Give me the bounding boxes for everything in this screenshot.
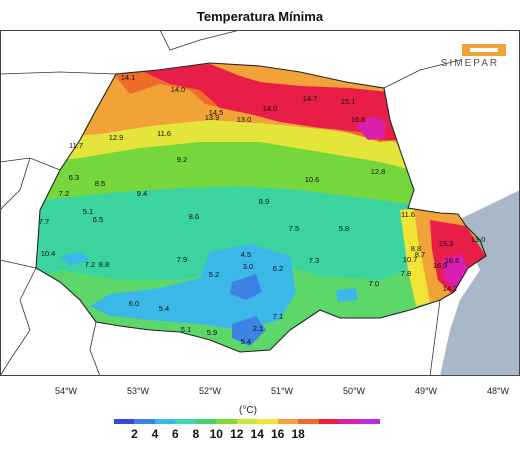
station-value: 7.8: [401, 269, 411, 278]
station-value: 16.6: [445, 256, 460, 265]
station-value: 13.0: [471, 235, 486, 244]
logo-text: SIMEPAR: [441, 58, 499, 69]
station-value: 7.0: [369, 279, 379, 288]
station-value: 14.2: [443, 284, 458, 293]
station-value: 6.3: [69, 173, 79, 182]
colorbar-segment: [134, 419, 155, 424]
colorbar-segment: [359, 419, 381, 424]
state-outline: [35, 62, 487, 353]
colorbar-tick: 14: [250, 427, 264, 441]
station-value: 13.9: [205, 113, 220, 122]
station-value: 8.6: [189, 212, 199, 221]
colorbar-segment: [318, 419, 340, 424]
station-value: 11.7: [69, 141, 83, 150]
station-value: 14.0: [263, 104, 278, 113]
station-value: 3.0: [243, 262, 253, 271]
station-value: 10.6: [305, 175, 320, 184]
longitude-label: 53°W: [126, 386, 150, 396]
colorbar-tick: 4: [151, 427, 159, 441]
station-value: 4.5: [241, 250, 251, 259]
colorbar-segment: [154, 419, 176, 424]
station-value: 7.9: [177, 255, 187, 264]
colorbar-segment: [298, 419, 319, 424]
colorbar-segment: [277, 419, 299, 424]
station-value: 8.8: [99, 260, 109, 269]
station-value: 7.5: [289, 224, 299, 233]
station-value: 5.1: [181, 325, 191, 334]
station-value: 5.2: [209, 270, 219, 279]
colorbar-segment: [175, 419, 196, 424]
station-value: 12.9: [109, 133, 124, 142]
station-value: 14.1: [121, 73, 136, 82]
map-title: Temperatura Mínima: [196, 9, 324, 24]
station-value: 16.9: [433, 261, 448, 270]
colorbar: [114, 419, 381, 424]
longitude-label: 52°W: [198, 386, 222, 396]
station-value: 8.9: [259, 197, 269, 206]
colorbar-tick: 8: [192, 427, 200, 441]
temperature-map: SIMEPAR 14.1 14.0 14.513.9 13.0 14.0 14.7 15.1…: [0, 30, 520, 376]
station-value: 13.0: [237, 115, 252, 124]
station-value: 5.8: [339, 224, 349, 233]
colorbar-segment: [195, 419, 217, 424]
station-value: 6.0: [129, 299, 139, 308]
station-value: 15.1: [341, 97, 356, 106]
simepar-logo: SIMEPAR: [441, 44, 506, 69]
station-value: 2.1: [253, 324, 263, 333]
colorbar-segment: [216, 419, 237, 424]
station-value: 9.4: [137, 189, 147, 198]
neighbor-borders: [0, 30, 461, 376]
colorbar-tick: 10: [209, 427, 223, 441]
station-value: 15.3: [439, 239, 454, 248]
colorbar-tick: 12: [230, 427, 244, 441]
station-value: 16.6: [351, 115, 366, 124]
station-value: 5.1: [83, 207, 93, 216]
station-value: 7.1: [273, 312, 283, 321]
colorbar-segment: [339, 419, 360, 424]
station-value: 11.6: [157, 129, 171, 138]
longitude-label: 50°W: [342, 386, 366, 396]
station-value: 8.8: [411, 244, 421, 253]
colorbar-segment: [236, 419, 258, 424]
station-value: 6.5: [93, 215, 103, 224]
station-value: 7.2: [59, 189, 69, 198]
colorbar-tick: 2: [131, 427, 138, 441]
longitude-label: 49°W: [414, 386, 438, 396]
station-value: 5.9: [207, 328, 217, 337]
colorbar-segment: [114, 419, 135, 424]
station-value: 7.7: [39, 217, 49, 226]
station-value: 10.7: [403, 255, 418, 264]
station-value: 8.5: [95, 179, 105, 188]
station-value: 7.2: [85, 260, 95, 269]
station-value: 8.7: [415, 250, 425, 259]
colorbar-tick: 6: [172, 427, 179, 441]
station-value: 9.2: [177, 155, 187, 164]
station-value: 14.5: [209, 108, 224, 117]
station-value: 12.8: [371, 167, 386, 176]
station-value: 5.4: [241, 337, 251, 346]
colorbar-unit: (°C): [239, 405, 257, 416]
longitude-label: 48°W: [486, 386, 510, 396]
colorbar-tick: 18: [291, 427, 305, 441]
station-value: 7.3: [309, 256, 319, 265]
longitude-label: 54°W: [54, 386, 78, 396]
station-value: 6.2: [273, 264, 283, 273]
colorbar-segment: [257, 419, 278, 424]
station-value: 5.4: [159, 304, 169, 313]
colorbar-tick: 16: [271, 427, 285, 441]
station-value: 11.6: [401, 210, 415, 219]
ocean: [440, 190, 520, 376]
station-value: 10.4: [41, 249, 56, 258]
station-values: 14.1 14.0 14.513.9 13.0 14.0 14.7 15.1 16.6 12.9…: [39, 73, 486, 346]
station-value: 14.0: [171, 85, 186, 94]
longitude-label: 51°W: [270, 386, 294, 396]
station-value: 14.7: [303, 94, 318, 103]
